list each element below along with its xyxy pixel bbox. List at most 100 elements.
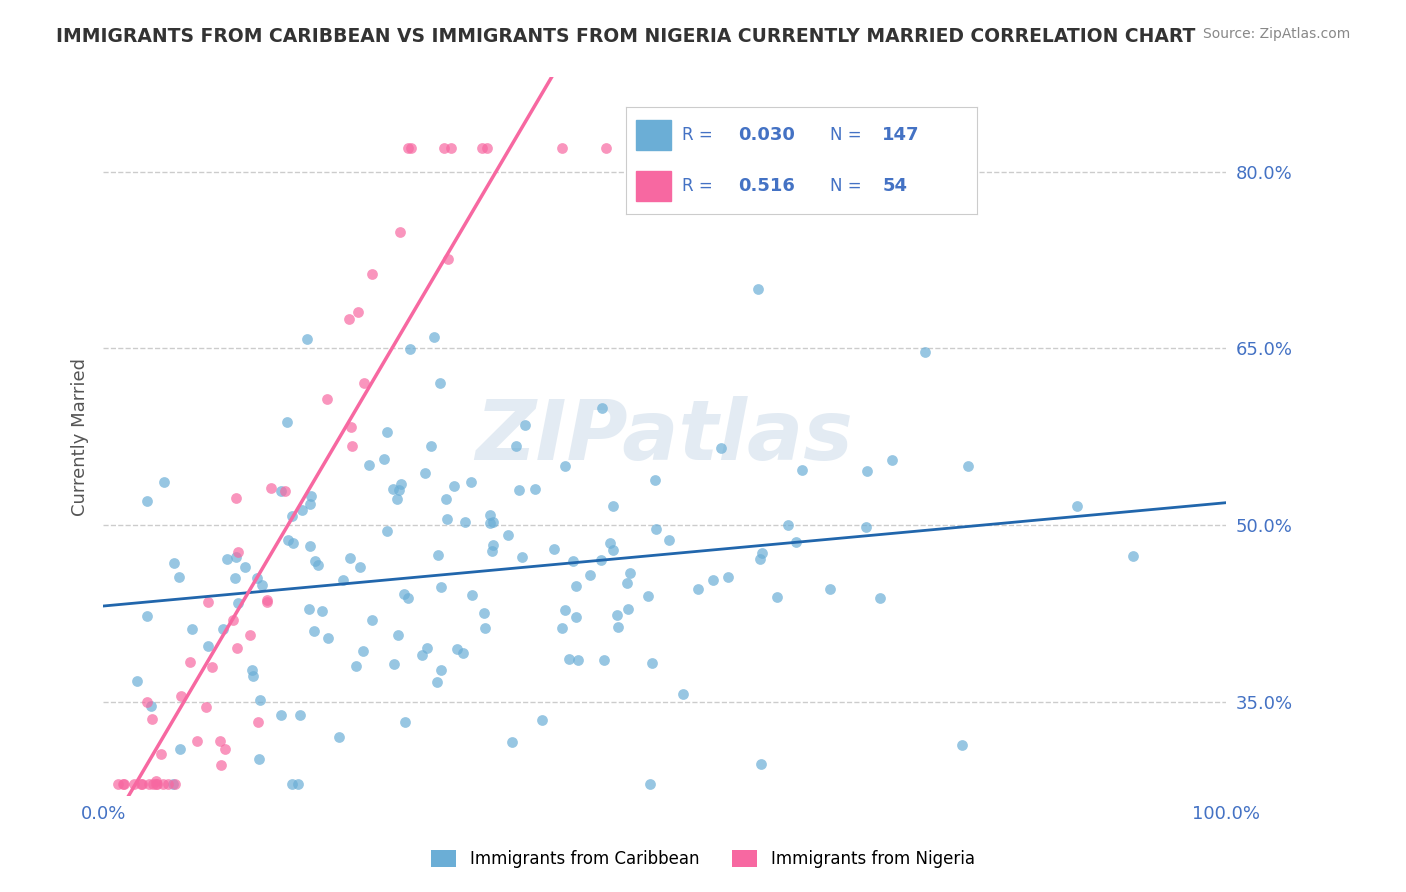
Point: [139, 698, 162, 713]
Point: [224, 571, 246, 585]
Point: [201, 659, 224, 673]
Point: [558, 652, 581, 666]
Point: [131, 777, 153, 791]
Point: [645, 522, 668, 536]
Point: [413, 466, 436, 480]
Text: 54: 54: [883, 178, 907, 195]
Point: [361, 268, 384, 282]
Point: [451, 646, 474, 660]
Point: [426, 674, 449, 689]
Point: [145, 774, 167, 789]
Point: [256, 595, 278, 609]
Point: [149, 747, 172, 761]
Point: [508, 483, 530, 497]
Point: [389, 225, 412, 239]
Point: [440, 141, 463, 155]
Point: [1122, 549, 1144, 563]
Point: [225, 491, 247, 505]
Text: N =: N =: [830, 178, 860, 195]
Point: [430, 580, 453, 594]
Point: [382, 482, 405, 496]
Bar: [636, 120, 671, 150]
Point: [751, 546, 773, 560]
Point: [717, 570, 740, 584]
Point: [316, 631, 339, 645]
Y-axis label: Currently Married: Currently Married: [72, 358, 89, 516]
Point: [247, 752, 270, 766]
Point: [252, 577, 274, 591]
Point: [283, 536, 305, 550]
Point: [419, 439, 441, 453]
Point: [226, 544, 249, 558]
Point: [443, 479, 465, 493]
Point: [554, 602, 576, 616]
Point: [396, 591, 419, 605]
Point: [710, 441, 733, 455]
Point: [956, 459, 979, 474]
Point: [950, 738, 973, 752]
Point: [589, 553, 612, 567]
Point: [195, 700, 218, 714]
Point: [554, 459, 576, 474]
Point: [273, 483, 295, 498]
Point: [749, 552, 772, 566]
Point: [914, 345, 936, 359]
Point: [602, 499, 624, 513]
Point: [617, 602, 640, 616]
Point: [228, 596, 250, 610]
Point: [619, 566, 641, 580]
Point: [434, 492, 457, 507]
Point: [880, 453, 903, 467]
Point: [270, 484, 292, 499]
Point: [607, 620, 630, 634]
Point: [472, 606, 495, 620]
Point: [209, 757, 232, 772]
Point: [353, 376, 375, 391]
Point: [565, 610, 588, 624]
Point: [186, 734, 208, 748]
Point: [747, 282, 769, 296]
Point: [298, 602, 321, 616]
Point: [304, 554, 326, 568]
Point: [179, 655, 201, 669]
Point: [505, 439, 527, 453]
Text: N =: N =: [830, 126, 860, 144]
Point: [461, 588, 484, 602]
Point: [510, 550, 533, 565]
Point: [375, 425, 398, 439]
Point: [776, 518, 799, 533]
Point: [550, 621, 572, 635]
Point: [766, 590, 789, 604]
Point: [197, 639, 219, 653]
Point: [260, 482, 283, 496]
Point: [249, 693, 271, 707]
Point: [298, 497, 321, 511]
Point: [242, 669, 264, 683]
Point: [474, 621, 496, 635]
Point: [107, 777, 129, 791]
Point: [316, 392, 339, 406]
Point: [645, 141, 668, 155]
Point: [790, 463, 813, 477]
Point: [524, 482, 547, 496]
Point: [163, 777, 186, 791]
Point: [339, 420, 361, 434]
Text: IMMIGRANTS FROM CARIBBEAN VS IMMIGRANTS FROM NIGERIA CURRENTLY MARRIED CORRELATI: IMMIGRANTS FROM CARIBBEAN VS IMMIGRANTS …: [56, 27, 1195, 45]
Point: [429, 376, 451, 390]
Point: [145, 777, 167, 791]
Point: [593, 653, 616, 667]
Point: [247, 715, 270, 730]
Point: [392, 587, 415, 601]
Point: [215, 551, 238, 566]
Point: [225, 641, 247, 656]
Point: [281, 777, 304, 791]
Point: [869, 591, 891, 605]
Point: [240, 663, 263, 677]
Point: [501, 735, 523, 749]
Point: [359, 458, 381, 472]
Point: [561, 554, 583, 568]
Point: [658, 533, 681, 547]
Text: R =: R =: [682, 178, 713, 195]
Point: [349, 560, 371, 574]
Point: [616, 576, 638, 591]
